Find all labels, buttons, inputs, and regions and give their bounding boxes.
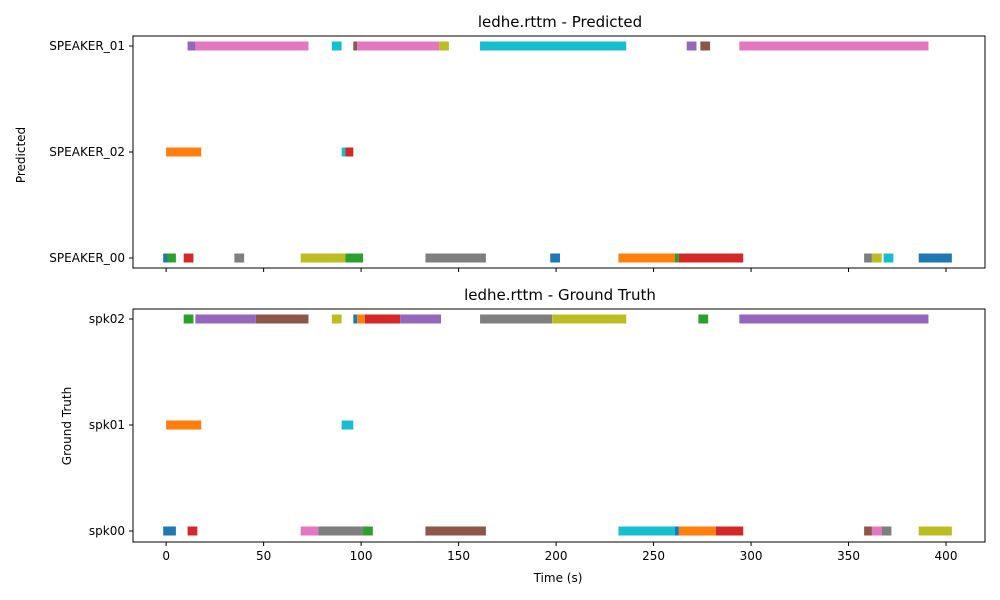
ground-truth-segments: [163, 314, 952, 536]
ground-truth-segment-24: [480, 314, 553, 324]
predicted-segment-27: [739, 41, 929, 51]
predicted-segment-24: [480, 41, 627, 51]
ground-truth-xtick-label-50: 50: [256, 549, 271, 563]
predicted-segment-4: [300, 253, 346, 263]
ground-truth-segment-16: [183, 314, 194, 324]
ground-truth-segment-18: [255, 314, 309, 324]
predicted-segment-3: [234, 253, 245, 263]
ground-truth-segment-15: [341, 420, 354, 430]
ground-truth-xtick-label-0: 0: [162, 549, 170, 563]
predicted-segment-7: [550, 253, 560, 263]
predicted-axes-frame: [132, 35, 986, 269]
ground-truth-segment-9: [715, 526, 744, 536]
predicted-segments: [163, 41, 952, 263]
ground-truth-segment-11: [871, 526, 882, 536]
ground-truth-segment-1: [187, 526, 198, 536]
ground-truth-segment-17: [195, 314, 256, 324]
predicted-ytick-label-SPEAKER_02: SPEAKER_02: [49, 145, 125, 159]
ground-truth-xtick-label-200: 200: [545, 549, 568, 563]
ground-truth-xtick-label-400: 400: [935, 549, 958, 563]
predicted-ytick-label-SPEAKER_00: SPEAKER_00: [49, 251, 125, 265]
ground-truth-xtick-label-300: 300: [740, 549, 763, 563]
ground-truth-xtick-label-150: 150: [447, 549, 470, 563]
predicted-ytick-label-SPEAKER_01: SPEAKER_01: [49, 39, 125, 53]
ground-truth-ylabel: Ground Truth: [60, 387, 74, 465]
ground-truth-segment-19: [331, 314, 342, 324]
predicted-segment-16: [341, 147, 346, 157]
ground-truth-segment-20: [353, 314, 358, 324]
ground-truth-ytick-label-spk02: spk02: [89, 312, 125, 326]
predicted-segment-17: [345, 147, 354, 157]
x-axis-label: Time (s): [533, 571, 583, 585]
predicted-segment-2: [183, 253, 194, 263]
predicted-ylabel: Predicted: [14, 127, 28, 183]
ground-truth-segment-8: [678, 526, 716, 536]
ground-truth-segment-10: [864, 526, 872, 536]
predicted-segment-15: [166, 147, 202, 157]
predicted-segment-12: [871, 253, 882, 263]
predicted-segment-13: [883, 253, 894, 263]
ground-truth-segment-22: [365, 314, 401, 324]
ground-truth-segment-6: [618, 526, 675, 536]
ground-truth-segment-14: [166, 420, 202, 430]
ground-truth-segment-0: [163, 526, 176, 536]
ground-truth-xtick-label-350: 350: [837, 549, 860, 563]
predicted-segment-25: [686, 41, 697, 51]
ground-truth-segment-21: [357, 314, 366, 324]
predicted-panel: ledhe.rttm - Predicted Predicted SPEAKER…: [14, 13, 986, 272]
ground-truth-title: ledhe.rttm - Ground Truth: [464, 286, 656, 304]
ground-truth-ytick-label-spk01: spk01: [89, 418, 125, 432]
predicted-segment-23: [439, 41, 449, 51]
predicted-segment-21: [353, 41, 358, 51]
ground-truth-segment-27: [739, 314, 929, 324]
ground-truth-segment-5: [425, 526, 486, 536]
ground-truth-segment-25: [552, 314, 627, 324]
ground-truth-segment-12: [881, 526, 892, 536]
ground-truth-segment-7: [675, 526, 679, 536]
predicted-segment-6: [425, 253, 486, 263]
predicted-segment-26: [700, 41, 711, 51]
ground-truth-ytick-label-spk00: spk00: [89, 524, 125, 538]
ground-truth-segment-2: [300, 526, 319, 536]
ground-truth-axes-frame: [132, 308, 986, 543]
predicted-segment-11: [864, 253, 872, 263]
predicted-segment-1: [167, 253, 176, 263]
ground-truth-xtick-label-250: 250: [642, 549, 665, 563]
predicted-title: ledhe.rttm - Predicted: [478, 13, 642, 31]
ground-truth-panel: ledhe.rttm - Ground Truth Ground Truth s…: [60, 286, 986, 563]
ground-truth-xtick-label-100: 100: [350, 549, 373, 563]
predicted-segment-8: [618, 253, 675, 263]
predicted-segment-5: [345, 253, 364, 263]
ground-truth-segment-4: [363, 526, 373, 536]
predicted-segment-19: [195, 41, 309, 51]
predicted-segment-0: [163, 253, 170, 263]
ground-truth-segment-26: [698, 314, 709, 324]
ground-truth-segment-23: [400, 314, 442, 324]
predicted-segment-9: [675, 253, 679, 263]
predicted-segment-14: [918, 253, 952, 263]
predicted-segment-22: [357, 41, 440, 51]
ground-truth-segment-3: [318, 526, 364, 536]
ground-truth-segment-13: [918, 526, 952, 536]
predicted-segment-18: [187, 41, 196, 51]
predicted-segment-10: [678, 253, 744, 263]
predicted-segment-20: [331, 41, 342, 51]
ground-truth-ticks: spk00 spk01 spk02 0 50 100 150 200 250 300 350 400: [89, 312, 958, 563]
predicted-ticks: SPEAKER_00 SPEAKER_02 SPEAKER_01: [49, 39, 947, 272]
